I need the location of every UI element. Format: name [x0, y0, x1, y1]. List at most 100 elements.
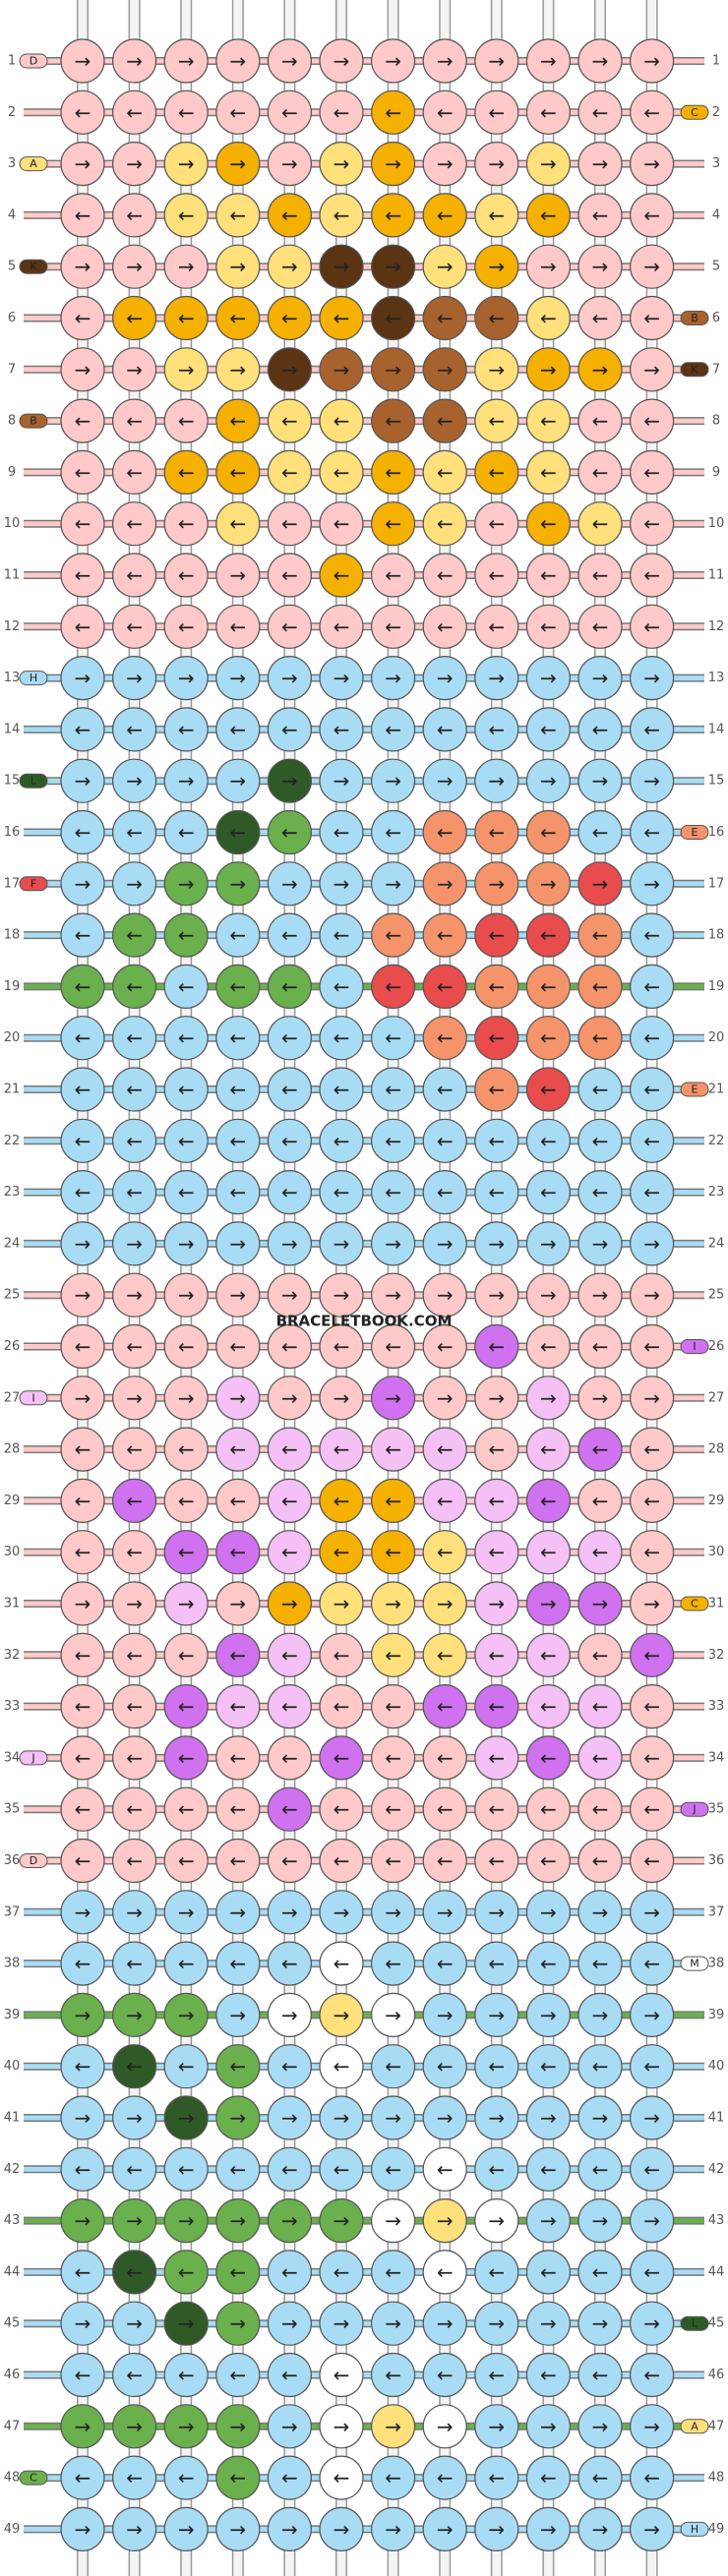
knot-arrow: →: [229, 2106, 246, 2130]
knot: [629, 1016, 675, 1061]
knot-arrow: →: [126, 1901, 143, 1924]
knot-arrow: ←: [643, 1437, 660, 1461]
knot-arrow: ←: [488, 1129, 505, 1152]
knot: [163, 1530, 209, 1575]
knot-arrow: ←: [178, 923, 195, 947]
knot: [422, 1581, 467, 1626]
knot: [319, 1838, 364, 1884]
knot: [371, 964, 416, 1010]
knot: [319, 1735, 364, 1781]
knot: [112, 604, 157, 649]
knot: [60, 1169, 105, 1215]
knot-arrow: →: [334, 667, 350, 690]
knot-arrow: ←: [437, 2260, 454, 2284]
knot-arrow: →: [643, 2415, 660, 2438]
knot: [60, 1427, 105, 1472]
knot: [267, 809, 312, 855]
knot-arrow: ←: [437, 460, 454, 484]
knot: [60, 193, 105, 238]
knot-arrow: →: [488, 1386, 505, 1410]
knot-arrow: ←: [643, 1181, 660, 1204]
knot: [215, 1067, 261, 1112]
knot-arrow: ←: [281, 923, 298, 947]
knot-arrow: ←: [437, 1489, 454, 1512]
knot-arrow: →: [334, 2415, 350, 2438]
knot-arrow: →: [126, 255, 143, 278]
knot: [267, 2506, 312, 2551]
knot: [371, 89, 416, 135]
knot: [163, 553, 209, 598]
knot: [577, 1221, 623, 1266]
knot: [371, 2352, 416, 2398]
row-number: 48: [4, 2471, 21, 2486]
knot-arrow: ←: [385, 923, 401, 947]
knot-arrow: ←: [334, 1643, 350, 1667]
knot-arrow: ←: [75, 307, 91, 330]
knot-arrow: ←: [540, 2364, 557, 2387]
watermark: BRACELETBOOK.COM: [276, 1312, 453, 1329]
knot-arrow: ←: [385, 100, 401, 124]
knot-arrow: ←: [126, 1849, 143, 1873]
knot: [60, 244, 105, 289]
knot-arrow: →: [540, 769, 557, 792]
knot: [474, 398, 519, 443]
knot-arrow: ←: [178, 204, 195, 227]
knot-arrow: →: [178, 2517, 195, 2541]
knot-arrow: ←: [126, 2466, 143, 2489]
row-number: 11: [4, 568, 21, 583]
knot: [112, 449, 157, 495]
knot: [525, 244, 572, 289]
row-number: 8: [8, 414, 16, 429]
row-number: 2: [8, 105, 16, 120]
strand-label: [680, 311, 709, 325]
knot: [319, 89, 364, 135]
knot-arrow: ←: [385, 974, 401, 998]
knot: [371, 1683, 416, 1729]
strand-label-text: A: [691, 2420, 698, 2432]
knot-arrow: ←: [540, 100, 557, 124]
knot: [525, 142, 572, 187]
knot-arrow: →: [75, 1386, 91, 1410]
knot: [267, 1067, 312, 1112]
knot: [525, 1016, 572, 1061]
knot-arrow: ←: [592, 1643, 609, 1667]
row-number: 31: [4, 1597, 21, 1611]
knot: [422, 1683, 467, 1729]
knot: [525, 1890, 572, 1935]
knot-arrow: ←: [334, 204, 350, 227]
knot: [112, 1530, 157, 1575]
knot-arrow: ←: [334, 1541, 350, 1564]
knot-arrow: ←: [592, 2260, 609, 2284]
row-number: 26: [4, 1339, 21, 1354]
knot: [629, 1376, 675, 1421]
knot-arrow: ←: [488, 2466, 505, 2489]
knot-arrow: ←: [281, 1489, 298, 1512]
knot: [267, 2095, 312, 2140]
knot: [525, 1478, 572, 1524]
knot: [371, 2301, 416, 2346]
knot-arrow: →: [75, 358, 91, 381]
knot: [215, 861, 261, 907]
knot: [215, 1683, 261, 1729]
knot-arrow: →: [592, 1283, 609, 1307]
knot-arrow: ←: [592, 615, 609, 638]
knot-arrow: ←: [334, 1026, 350, 1050]
knot: [577, 2455, 623, 2500]
knot: [319, 1581, 364, 1626]
knot-arrow: ←: [229, 2466, 246, 2489]
knot-arrow: ←: [540, 1181, 557, 1204]
knot-arrow: →: [592, 1232, 609, 1256]
knot-arrow: ←: [643, 615, 660, 638]
knot-arrow: ←: [437, 1797, 454, 1821]
strand-label-text: L: [30, 775, 37, 788]
knot: [629, 809, 675, 855]
knot: [422, 347, 467, 392]
knot-arrow: →: [488, 358, 505, 381]
row-number: 27: [708, 1390, 725, 1405]
knot-arrow: →: [592, 667, 609, 690]
knot-arrow: →: [178, 2415, 195, 2438]
knot-arrow: ←: [281, 974, 298, 998]
knot-arrow: ←: [592, 1695, 609, 1719]
knot: [267, 1272, 312, 1317]
knot: [112, 1118, 157, 1163]
